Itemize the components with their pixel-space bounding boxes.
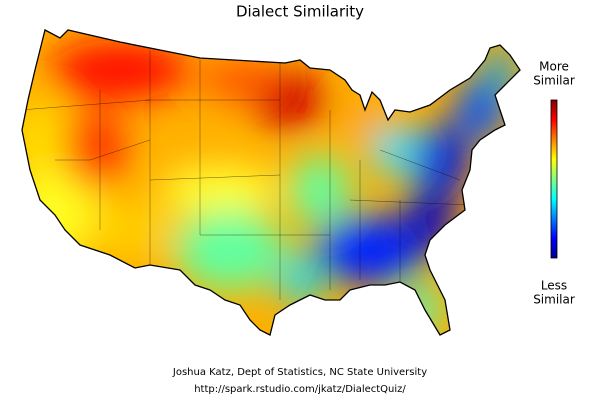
legend-top-label: Similar (533, 74, 575, 88)
state-borders (22, 50, 471, 300)
legend-bottom-label: Similar (533, 293, 575, 307)
legend-bottom-label: Less (541, 279, 567, 293)
legend-top-label: More (539, 60, 569, 74)
map-title: Dialect Similarity (236, 3, 364, 21)
color-scale (550, 99, 558, 259)
credit-url: http://spark.rstudio.com/jkatz/DialectQu… (194, 384, 406, 395)
credit: Joshua Katz, Dept of Statistics, NC Stat… (172, 367, 427, 378)
